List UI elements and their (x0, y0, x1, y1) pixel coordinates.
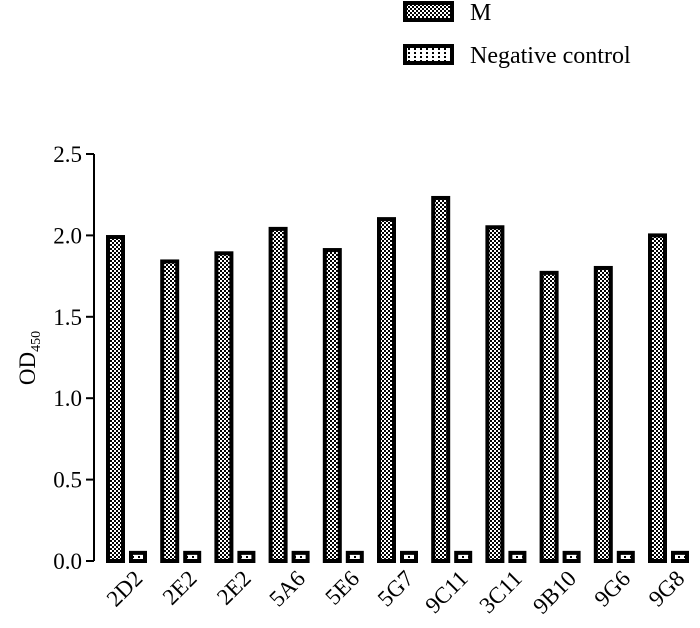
x-tick-label: 5G7 (373, 566, 419, 612)
x-tick-label: 9G8 (644, 566, 690, 612)
x-tick-label: 2E2 (212, 566, 256, 610)
bar-negative-control-7 (508, 550, 527, 563)
x-tick-label: 9G6 (590, 566, 636, 612)
x-tick-label: 9B10 (528, 566, 581, 619)
y-tick-label: 0.0 (53, 549, 82, 574)
y-axis-title-main: OD (15, 352, 40, 385)
bar-negative-control-2 (237, 550, 256, 563)
legend-label-m: M (470, 0, 491, 26)
x-tick-label: 5A6 (264, 566, 310, 612)
bar-m-2 (214, 251, 234, 563)
bar-negative-control-1 (183, 550, 202, 563)
bar-m-0 (106, 235, 125, 563)
legend-label-negative-control: Negative control (470, 43, 631, 69)
y-axis-title-subscript: 450 (29, 331, 44, 352)
bar-m-8 (539, 270, 559, 563)
bars (106, 195, 689, 563)
bar-negative-control-0 (129, 550, 147, 563)
bar-negative-control-8 (562, 550, 581, 563)
x-tick-label: 2E2 (158, 566, 202, 610)
x-tick-label: 9C11 (420, 566, 472, 618)
y-tick-label: 0.5 (53, 468, 82, 493)
bar-m-9 (593, 265, 613, 563)
legend-swatch-m (403, 1, 454, 22)
y-tick-label: 2.5 (53, 142, 82, 167)
bar-m-10 (648, 233, 667, 563)
bar-negative-control-3 (291, 550, 310, 563)
y-tick-label: 1.0 (53, 386, 82, 411)
bar-negative-control-4 (345, 550, 364, 563)
bar-m-4 (322, 248, 342, 563)
x-tick-label: 2D2 (102, 566, 148, 612)
bar-negative-control-10 (671, 550, 689, 563)
bar-negative-control-6 (454, 550, 473, 563)
bar-m-7 (485, 225, 505, 563)
y-axis: 0.0 0.5 1.0 1.5 2.0 2.5 (53, 142, 94, 574)
bar-negative-control-9 (616, 550, 635, 563)
bar-m-3 (268, 226, 288, 563)
legend-swatch-negative-control (403, 44, 454, 65)
x-tick-label: 3C11 (475, 566, 527, 618)
bar-m-1 (160, 259, 180, 563)
bar-m-6 (431, 195, 451, 563)
bar-negative-control-5 (400, 550, 418, 563)
x-tick-label: 5E6 (320, 566, 364, 610)
bar-m-5 (377, 217, 396, 563)
x-axis-labels: 2D2 2E2 2E2 5A6 5E6 5G7 9C11 3C11 9B10 9G6 9G8 (102, 566, 690, 619)
y-tick-label: 2.0 (53, 223, 82, 248)
legend: M Negative control (403, 0, 631, 69)
y-tick-label: 1.5 (53, 305, 82, 330)
y-axis-title: OD450 (15, 331, 44, 385)
